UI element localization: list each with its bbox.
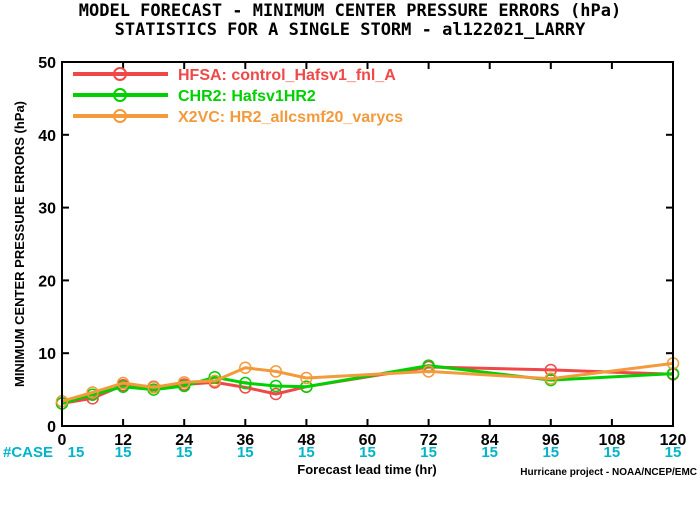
legend-label: X2VC: HR2_allcsmf20_varycs — [178, 109, 403, 126]
data-point — [422, 365, 435, 378]
case-count: 15 — [665, 444, 682, 461]
data-point — [269, 365, 283, 378]
x-tick-label: 120 — [660, 432, 687, 449]
x-tick-label: 0 — [58, 432, 67, 449]
x-tick-label: 84 — [481, 432, 499, 449]
data-point — [544, 372, 558, 385]
legend: HFSA: control_Hafsv1_fnl_A CHR2: Hafsv1HR… — [73, 67, 403, 126]
case-count: 15 — [542, 444, 559, 461]
chart-subtitle: STATISTICS FOR A SINGLE STORM - al122021… — [115, 20, 587, 40]
data-point — [86, 386, 99, 399]
series-1 — [55, 359, 680, 410]
data-point — [208, 374, 221, 388]
x-tick-label: 96 — [542, 432, 560, 449]
case-count: 15 — [298, 444, 315, 461]
x-tick-label: 48 — [298, 432, 316, 449]
x-tick-label: 36 — [236, 432, 254, 449]
data-point — [544, 363, 558, 377]
case-count: 15 — [604, 444, 621, 461]
chart-title: MODEL FORECAST - MINIMUM CENTER PRESSURE… — [79, 1, 621, 21]
x-tick-label: 108 — [599, 432, 626, 449]
case-count: 15 — [115, 444, 132, 461]
y-axis: 0 10 20 30 40 50 — [38, 55, 673, 436]
case-counts: 15 15 15 15 15 15 15 15 15 15 15 — [68, 444, 682, 461]
series-line — [61, 365, 674, 405]
y-tick-label: 30 — [38, 201, 56, 218]
x-tick-label: 72 — [420, 432, 438, 449]
case-label: #CASE — [3, 444, 53, 461]
y-tick-label: 20 — [38, 273, 56, 290]
data-point — [177, 376, 191, 389]
data-point — [116, 376, 130, 390]
y-axis-label: MINIMUM CENTER PRESSURE ERRORS (hPa) — [12, 101, 27, 387]
series-layer — [55, 357, 680, 410]
data-point — [116, 380, 130, 393]
legend-marker — [113, 67, 127, 81]
y-tick-label: 0 — [47, 419, 56, 436]
case-count: 15 — [237, 444, 254, 461]
y-tick-label: 40 — [38, 128, 56, 145]
case-count: 15 — [68, 444, 85, 461]
data-point — [269, 379, 283, 393]
x-axis: 0 12 24 36 48 60 72 84 96 108 120 — [58, 62, 687, 449]
data-point — [239, 361, 252, 375]
y-tick-label: 50 — [38, 55, 56, 72]
data-point — [239, 376, 252, 390]
x-axis-label: Forecast lead time (hr) — [297, 462, 436, 477]
legend-marker — [113, 109, 127, 123]
data-point — [147, 381, 160, 394]
case-count: 15 — [176, 444, 193, 461]
legend-marker — [113, 88, 127, 102]
data-point — [177, 379, 191, 393]
data-point — [300, 371, 313, 385]
data-point — [269, 387, 283, 401]
x-tick-label: 24 — [175, 432, 193, 449]
y-tick-label: 10 — [38, 346, 56, 363]
case-count: 15 — [420, 444, 437, 461]
case-count: 15 — [359, 444, 376, 461]
x-tick-label: 12 — [114, 432, 132, 449]
legend-label: HFSA: control_Hafsv1_fnl_A — [178, 67, 396, 84]
legend-label: CHR2: Hafsv1HR2 — [178, 88, 316, 105]
credit-text: Hurricane project - NOAA/NCEP/EMC — [520, 467, 697, 478]
case-count: 15 — [481, 444, 498, 461]
data-point — [300, 380, 313, 393]
x-tick-label: 60 — [359, 432, 377, 449]
